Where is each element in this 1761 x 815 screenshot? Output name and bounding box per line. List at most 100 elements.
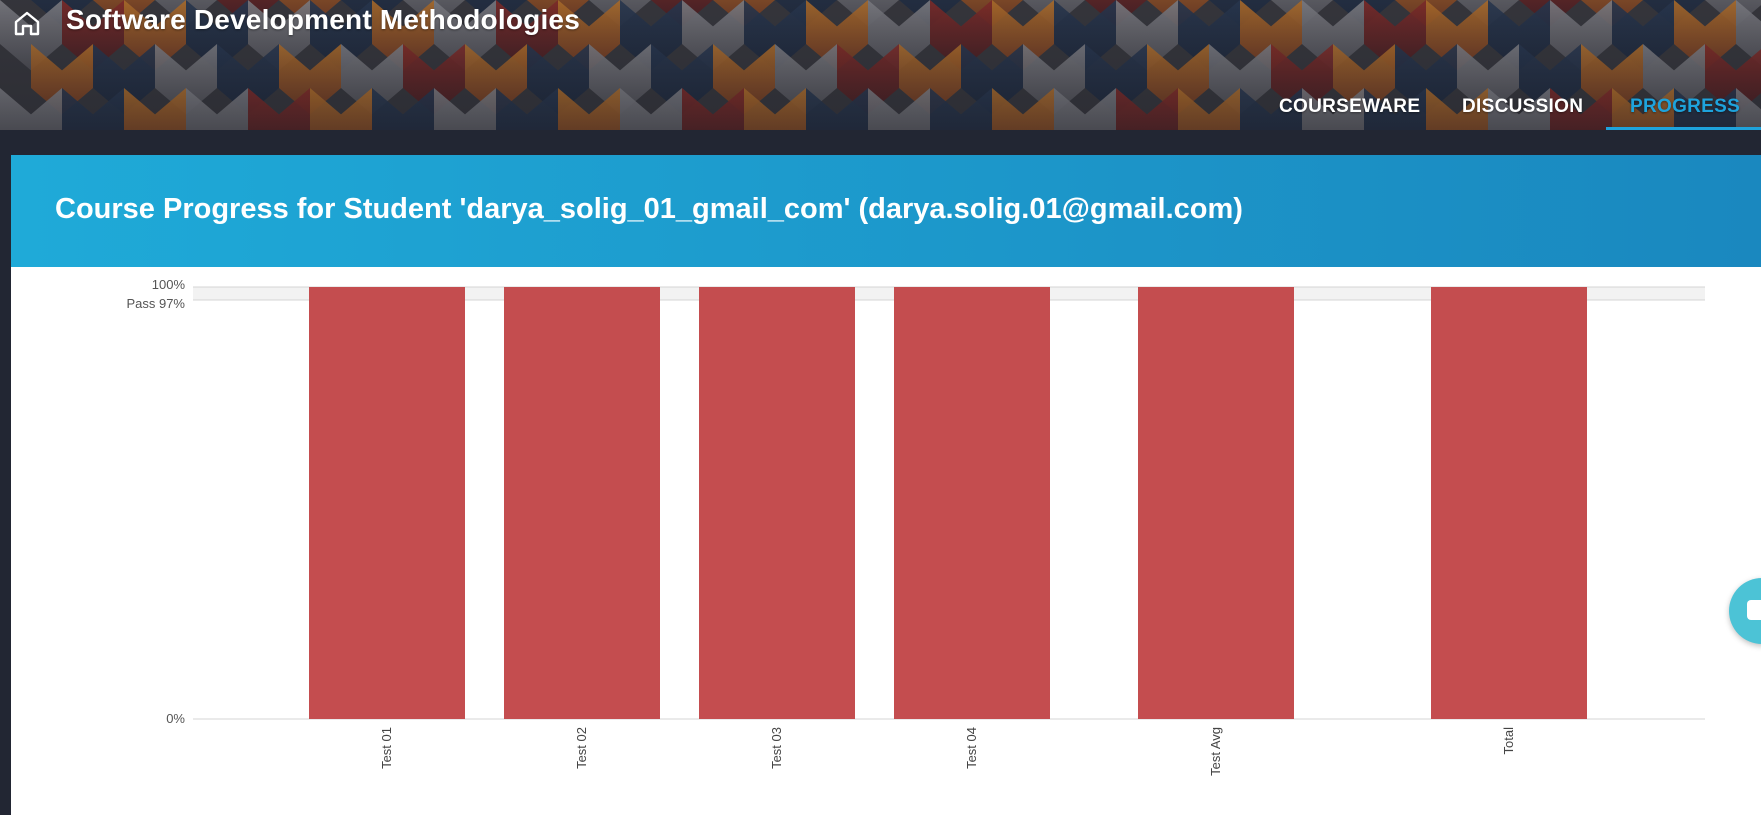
pattern-chevron [1736, 0, 1761, 66]
pattern-chevron [1302, 88, 1364, 130]
tab-courseware[interactable]: COURSEWARE [1279, 96, 1421, 117]
pattern-chevron [1674, 0, 1736, 71]
home-icon[interactable] [12, 8, 42, 38]
pattern-chevron [527, 44, 589, 115]
pattern-chevron [930, 0, 992, 71]
pattern-chevron [1488, 0, 1550, 71]
bar [894, 287, 1050, 719]
pattern-chevron [992, 88, 1054, 130]
pattern-chevron [341, 44, 403, 115]
course-title: Software Development Methodologies [66, 4, 580, 35]
pattern-chevron [1054, 0, 1116, 71]
pattern-chevron [1426, 0, 1488, 71]
chat-icon [1747, 600, 1761, 620]
progress-card-header: Course Progress for Student 'darya_solig… [11, 155, 1761, 267]
pattern-chevron [1240, 88, 1302, 130]
pattern-chevron [434, 88, 496, 130]
pattern-chevron [775, 44, 837, 115]
active-tab-indicator [1606, 127, 1761, 130]
pattern-chevron [1488, 88, 1550, 130]
pattern-chevron [124, 88, 186, 130]
pattern-chevron [620, 0, 682, 71]
pattern-chevron [961, 44, 1023, 115]
pattern-chevron [1612, 88, 1674, 130]
pattern-chevron [372, 0, 434, 71]
x-category-label: Test 04 [964, 727, 979, 769]
pattern-chevron [186, 88, 248, 130]
pattern-chevron [496, 0, 558, 71]
pattern-chevron [248, 0, 310, 71]
bar [309, 287, 465, 719]
pattern-chevron [1085, 44, 1147, 115]
pattern-chevron [434, 0, 496, 71]
tab-progress[interactable]: PROGRESS [1630, 96, 1741, 117]
pattern-chevron [1364, 88, 1426, 130]
bar [1138, 287, 1294, 719]
y-tick-label: 0% [166, 711, 185, 726]
pattern-chevron [1147, 44, 1209, 115]
pattern-chevron [868, 88, 930, 130]
course-header: Software Development Methodologies COURS… [0, 0, 1761, 130]
progress-title: Course Progress for Student 'darya_solig… [55, 193, 1243, 225]
pattern-chevron [1519, 44, 1581, 115]
pattern-chevron [992, 0, 1054, 71]
x-category-label: Test Avg [1208, 727, 1223, 776]
pattern-chevron [744, 0, 806, 71]
pattern-chevron [806, 0, 868, 71]
pattern-chevron [1116, 0, 1178, 71]
pattern-chevron [0, 88, 62, 130]
pattern-chevron [93, 44, 155, 115]
pattern-chevron [744, 88, 806, 130]
pattern-chevron [496, 88, 558, 130]
header-pattern [0, 0, 1761, 130]
y-tick-label: 100% [152, 277, 186, 292]
pattern-chevron [1395, 44, 1457, 115]
pattern-chevron [1178, 0, 1240, 71]
bar [699, 287, 855, 719]
progress-card: Course Progress for Student 'darya_solig… [11, 155, 1761, 815]
pattern-chevron [186, 0, 248, 71]
pattern-chevron [1705, 44, 1761, 115]
pattern-chevron [837, 44, 899, 115]
pattern-chevron [1550, 88, 1612, 130]
pattern-chevron [682, 0, 744, 71]
pattern-chevron [930, 88, 992, 130]
pattern-chevron [868, 0, 930, 71]
pattern-chevron [279, 44, 341, 115]
pattern-chevron [651, 44, 713, 115]
x-category-label: Test 03 [769, 727, 784, 769]
pattern-chevron [1612, 0, 1674, 71]
header-shade [0, 0, 1761, 130]
pattern-chevron [1271, 44, 1333, 115]
pattern-chevron [682, 88, 744, 130]
pattern-chevron [620, 88, 682, 130]
pattern-chevron [1209, 44, 1271, 115]
pattern-chevron [1457, 44, 1519, 115]
pattern-chevron [1054, 88, 1116, 130]
pattern-chevron [589, 44, 651, 115]
pattern-chevron [1302, 0, 1364, 71]
pattern-chevron [1364, 0, 1426, 71]
pattern-chevron [1333, 44, 1395, 115]
pattern-chevron [1426, 88, 1488, 130]
x-category-label: Test 02 [574, 727, 589, 769]
x-category-label: Total [1501, 727, 1516, 755]
pattern-chevron [155, 44, 217, 115]
pattern-chevron [0, 0, 62, 71]
pattern-chevron [62, 0, 124, 71]
pattern-chevron [1581, 44, 1643, 115]
pattern-chevron [1674, 88, 1736, 130]
x-category-label: Test 01 [379, 727, 394, 769]
pattern-chevron [124, 0, 186, 71]
pattern-chevron [558, 88, 620, 130]
pattern-chevron [403, 44, 465, 115]
bar [1431, 287, 1587, 719]
tab-discussion[interactable]: DISCUSSION [1462, 96, 1584, 117]
pattern-chevron [310, 0, 372, 71]
progress-chart-svg: 100% Pass 97% 0% Test 01 Test 02 Test 03 Test… [126, 277, 1705, 776]
progress-chart: 100% Pass 97% 0% Test 01 Test 02 Test 03 Test… [11, 267, 1761, 815]
pattern-chevron [62, 88, 124, 130]
pattern-chevron [1240, 0, 1302, 71]
pattern-chevron [899, 44, 961, 115]
pattern-chevron [1550, 0, 1612, 71]
